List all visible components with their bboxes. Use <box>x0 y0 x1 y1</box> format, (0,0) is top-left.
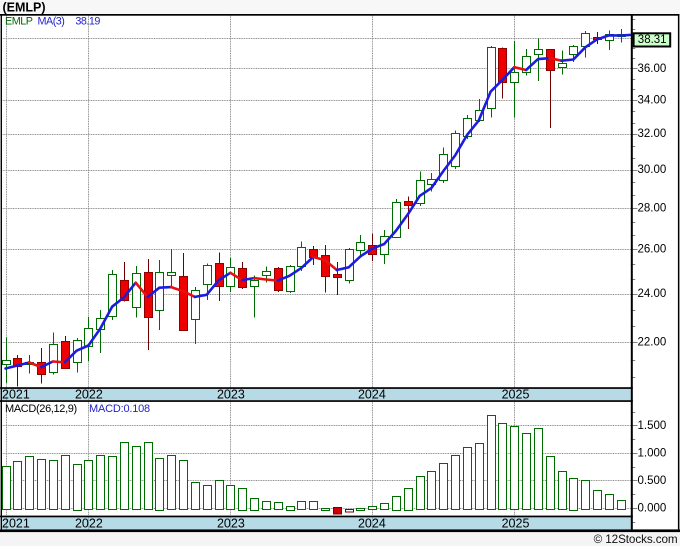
svg-text:38.31: 38.31 <box>638 34 667 46</box>
svg-text:MA(3): MA(3) <box>38 15 65 27</box>
svg-text:22.00: 22.00 <box>638 337 667 349</box>
svg-text:34.00: 34.00 <box>638 95 667 107</box>
svg-text:32.00: 32.00 <box>638 128 667 140</box>
svg-text:MACD:0.108: MACD:0.108 <box>89 403 150 415</box>
svg-text:2023: 2023 <box>217 517 245 531</box>
svg-text:28.00: 28.00 <box>638 203 667 215</box>
svg-text:MACD(26,12,9): MACD(26,12,9) <box>5 403 77 415</box>
svg-text:0.500: 0.500 <box>638 475 667 487</box>
svg-text:24.00: 24.00 <box>638 288 667 300</box>
svg-text:0.000: 0.000 <box>638 502 667 514</box>
svg-text:EMLP: EMLP <box>5 15 33 27</box>
svg-text:2021: 2021 <box>2 388 30 402</box>
svg-text:1.000: 1.000 <box>638 447 667 459</box>
svg-text:2022: 2022 <box>75 388 103 402</box>
svg-text:2024: 2024 <box>358 517 386 531</box>
svg-text:1.500: 1.500 <box>638 420 667 432</box>
svg-text:2025: 2025 <box>502 388 530 402</box>
svg-text:2023: 2023 <box>217 388 245 402</box>
svg-text:2022: 2022 <box>75 517 103 531</box>
svg-text:26.00: 26.00 <box>638 244 667 256</box>
svg-text:2024: 2024 <box>358 388 386 402</box>
svg-text:36.00: 36.00 <box>638 63 667 75</box>
svg-text:2021: 2021 <box>2 517 30 531</box>
svg-text:© 12Stocks.com: © 12Stocks.com <box>594 533 678 546</box>
svg-text:30.00: 30.00 <box>638 164 667 176</box>
svg-text:2025: 2025 <box>502 517 530 531</box>
svg-text:38.19: 38.19 <box>75 15 100 27</box>
svg-text:(EMLP): (EMLP) <box>3 0 46 14</box>
